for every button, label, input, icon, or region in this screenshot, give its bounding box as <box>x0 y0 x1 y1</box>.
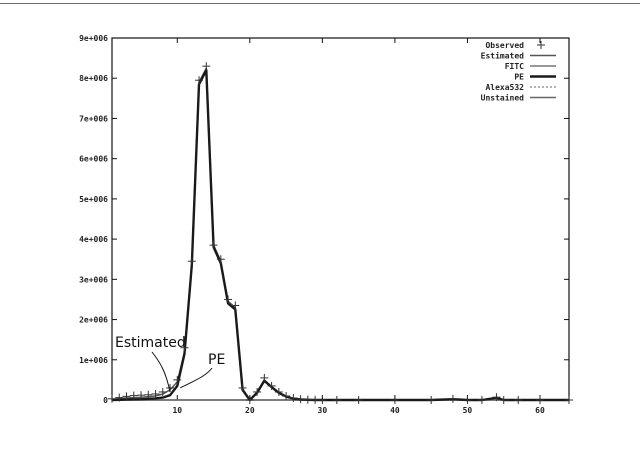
observed-point <box>463 396 471 404</box>
observed-point <box>188 257 196 265</box>
observed-point <box>239 384 247 392</box>
legend-label-alexa532: Alexa532 <box>485 83 524 92</box>
y-tick-label: 3e+006 <box>79 275 108 284</box>
observed-point <box>565 396 573 404</box>
observed-point <box>108 395 116 403</box>
x-tick-label: 50 <box>463 406 473 415</box>
x-tick-label: 30 <box>318 406 328 415</box>
legend-label-pe: PE <box>514 73 524 82</box>
observed-point <box>427 396 435 404</box>
observed-point <box>311 396 319 404</box>
observed-point <box>500 396 508 404</box>
legend: ObservedEstimatedFITC PEAlexa532Unstained <box>481 41 556 103</box>
legend-label-estimated: Estimated <box>481 51 525 61</box>
x-tick-label: 40 <box>390 406 400 415</box>
series-layer <box>108 62 573 404</box>
legend-label-fitc: FITC <box>505 62 524 71</box>
legend-label-unstained: Unstained <box>481 93 525 103</box>
annotations: Estimated PE <box>115 335 225 392</box>
annotation-estimated: Estimated <box>115 335 186 351</box>
y-tick-label: 4e+006 <box>79 235 108 244</box>
observed-point <box>514 396 522 404</box>
y-tick-label: 5e+006 <box>79 195 108 204</box>
observed-point <box>289 394 297 402</box>
observed-point <box>355 396 363 404</box>
x-tick-label: 60 <box>535 406 545 415</box>
y-tick-label: 6e+006 <box>79 155 108 164</box>
observed-point <box>333 396 341 404</box>
x-tick-label: 20 <box>245 406 255 415</box>
observed-point <box>210 241 218 249</box>
x-tick-label: 10 <box>172 406 182 415</box>
y-tick-label: 9e+006 <box>79 34 108 43</box>
y-tick-label: 0 <box>103 396 108 405</box>
annotation-estimated-leader <box>152 352 170 392</box>
y-tick-label: 8e+006 <box>79 74 108 83</box>
observed-point <box>260 374 268 382</box>
y-tick-label: 1e+006 <box>79 356 108 365</box>
observed-point <box>318 396 326 404</box>
legend-label-observed: Observed <box>485 41 524 50</box>
y-tick-label: 7e+006 <box>79 114 108 123</box>
annotation-pe-leader <box>180 368 212 388</box>
observed-point <box>536 396 544 404</box>
observed-point <box>282 392 290 400</box>
y-tick-label: 2e+006 <box>79 316 108 325</box>
observed-point <box>297 395 305 403</box>
observed-point <box>478 396 486 404</box>
observed-point <box>304 396 312 404</box>
observed-point <box>391 396 399 404</box>
annotation-pe: PE <box>208 352 225 368</box>
observed-point <box>202 62 210 70</box>
observed-point <box>224 295 232 303</box>
observed-point <box>449 395 457 403</box>
